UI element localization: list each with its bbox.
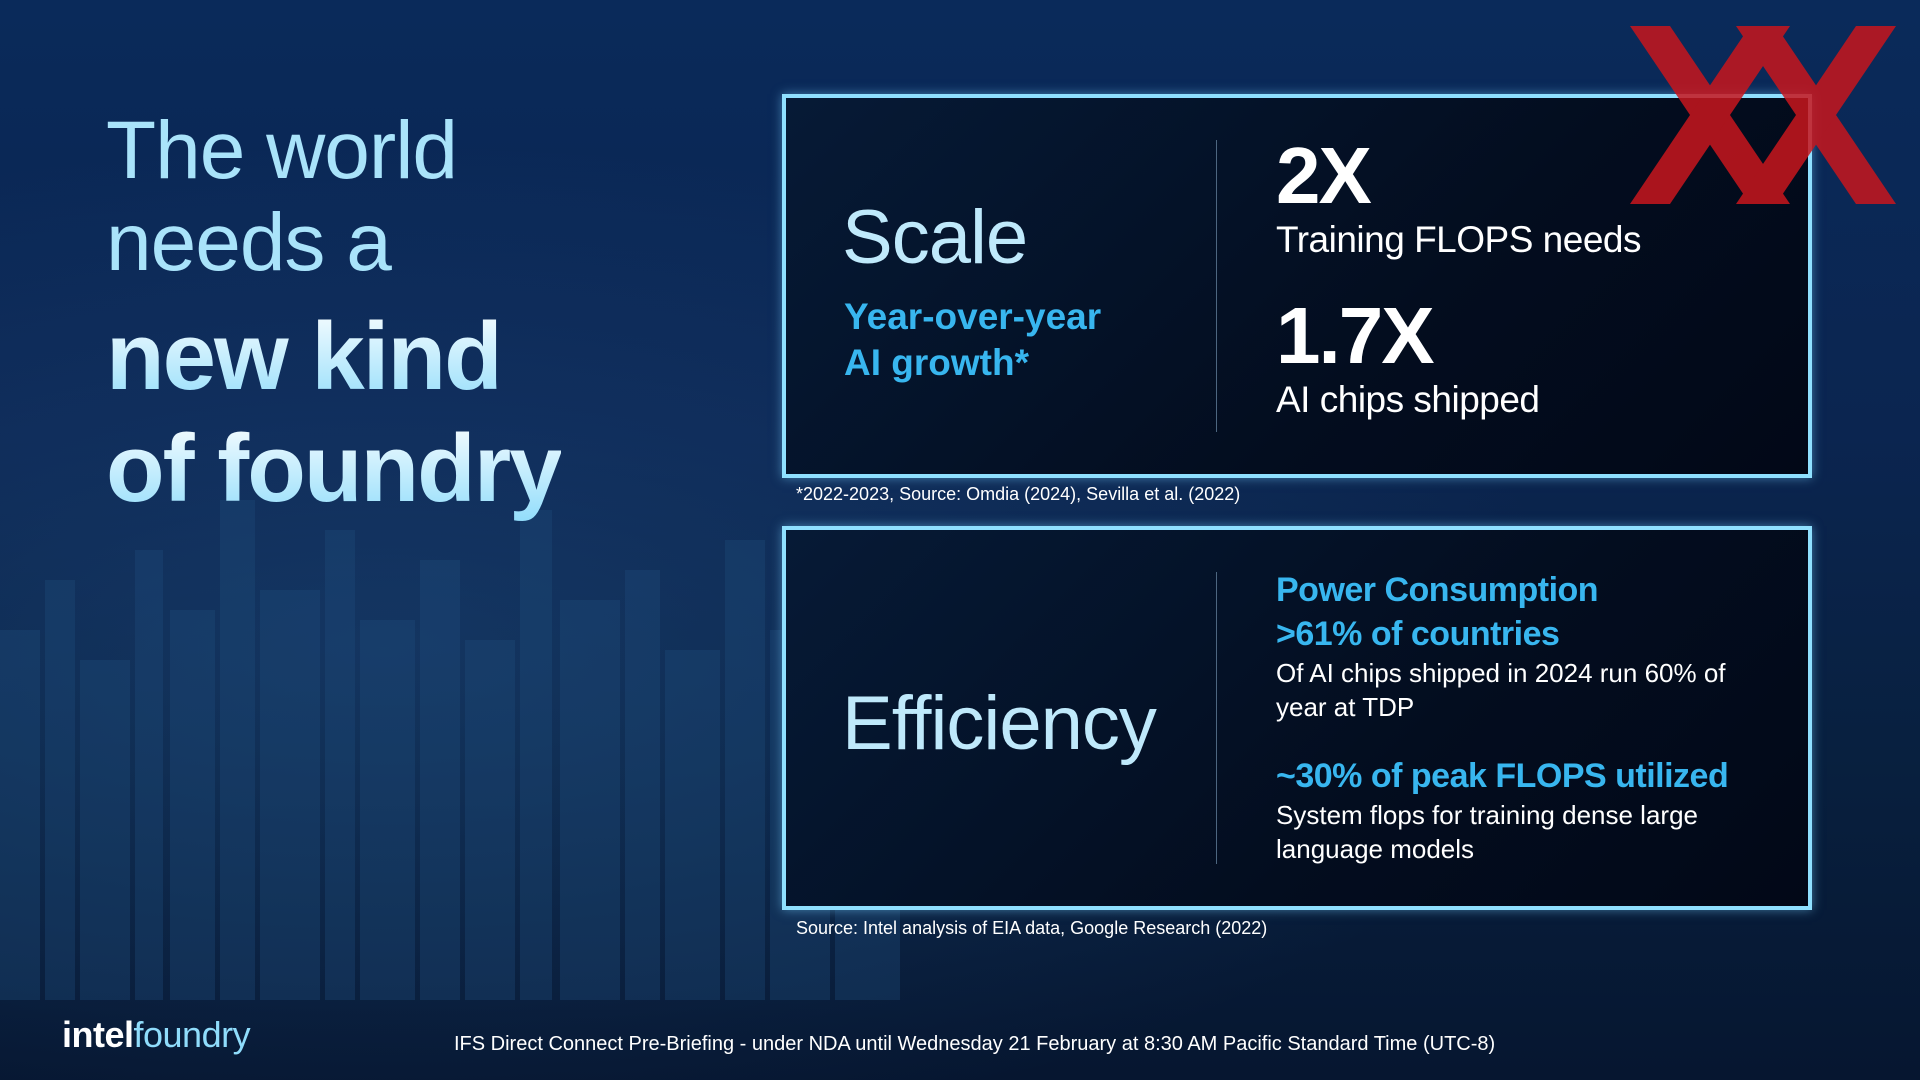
headline-line-4: of foundry	[106, 413, 563, 525]
scale-subtitle-line-1: Year-over-year	[844, 296, 1102, 337]
flops-utilized-heading: ~30% of peak FLOPS utilized	[1276, 757, 1729, 795]
efficiency-title: Efficiency	[842, 681, 1157, 766]
footer-disclaimer: IFS Direct Connect Pre-Briefing - under …	[454, 1033, 1496, 1055]
xx-watermark-icon	[1630, 26, 1896, 204]
scale-footnote: *2022-2023, Source: Omdia (2024), Sevill…	[796, 484, 1241, 504]
stat-training-flops-label: Training FLOPS needs	[1276, 219, 1642, 260]
scale-divider	[1216, 140, 1217, 432]
headline-line-2: needs a	[106, 197, 392, 288]
flops-utilized-desc-2: language models	[1276, 834, 1475, 864]
logo-intel: intel	[62, 1014, 134, 1055]
stat-ai-chips-value: 1.7X	[1276, 291, 1435, 380]
scale-subtitle: Year-over-year AI growth*	[844, 294, 1101, 386]
scale-title: Scale	[842, 195, 1028, 280]
scale-stats: 2X Training FLOPS needs 1.7X AI chips sh…	[1276, 134, 1788, 422]
headline-line-3: new kind	[106, 301, 561, 413]
efficiency-stats: Power Consumption >61% of countries Of A…	[1276, 568, 1788, 866]
logo-foundry: foundry	[133, 1014, 251, 1055]
efficiency-footnote: Source: Intel analysis of EIA data, Goog…	[796, 918, 1268, 938]
flops-utilized-desc-1: System flops for training dense large	[1276, 800, 1698, 830]
scale-card: Scale Year-over-year AI growth* 2X Train…	[782, 94, 1812, 478]
headline-line-1: The world	[106, 105, 458, 196]
power-consumption-value: >61% of countries	[1276, 615, 1560, 653]
power-consumption-heading: Power Consumption	[1276, 571, 1599, 609]
headline: The world needs a new kind of foundry	[106, 105, 563, 525]
efficiency-card: Efficiency Power Consumption >61% of cou…	[782, 526, 1812, 910]
stat-ai-chips-label: AI chips shipped	[1276, 379, 1540, 420]
stat-training-flops-value: 2X	[1276, 131, 1372, 220]
power-consumption-desc-1: Of AI chips shipped in 2024 run 60% of	[1276, 658, 1726, 688]
city-skyline-background	[0, 500, 900, 1000]
power-consumption-desc-2: year at TDP	[1276, 692, 1415, 722]
scale-subtitle-line-2: AI growth*	[844, 342, 1029, 383]
intel-foundry-logo: intelfoundry	[62, 1014, 251, 1056]
efficiency-divider	[1216, 572, 1217, 864]
